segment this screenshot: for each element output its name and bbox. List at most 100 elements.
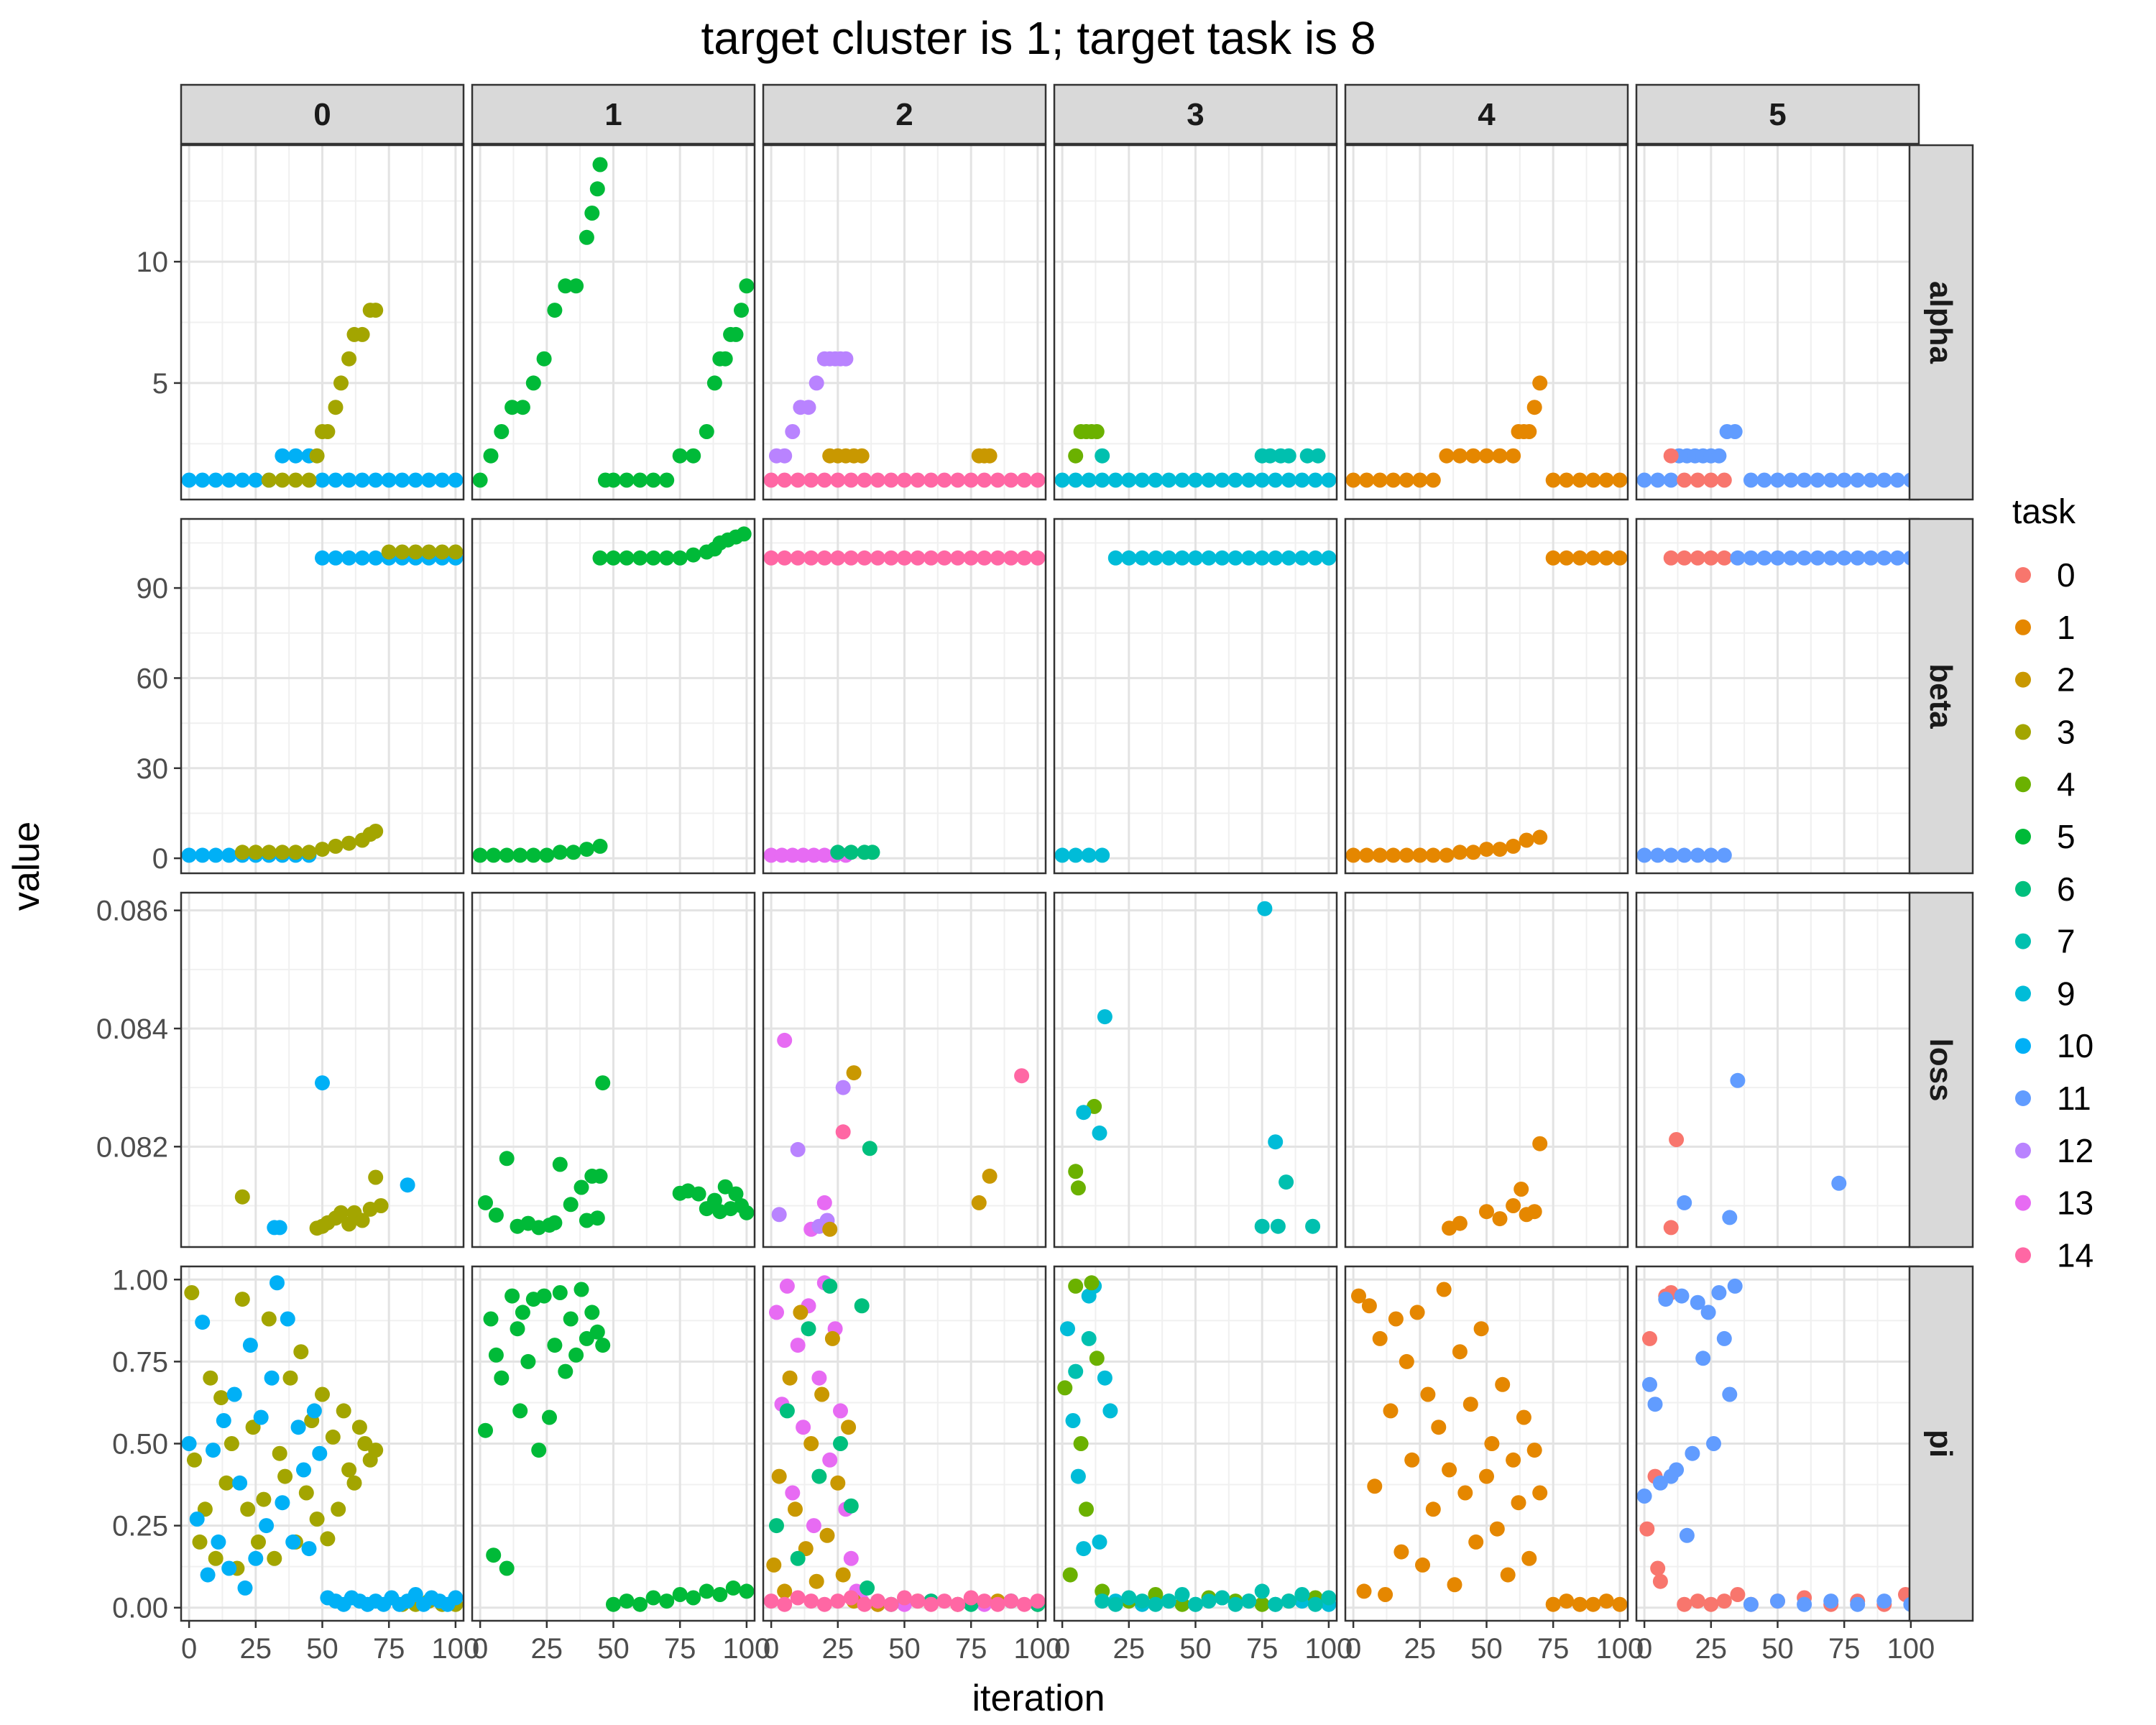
point-task-7-3-pi bbox=[1268, 1596, 1284, 1612]
point-task-7-3-pi bbox=[1241, 1593, 1257, 1609]
point-task-6-2-pi bbox=[769, 1518, 784, 1534]
point-task-6-2-beta bbox=[830, 845, 846, 860]
point-task-7-3-alpha bbox=[1281, 448, 1296, 464]
point-task-1-4-alpha bbox=[1386, 472, 1401, 488]
panel-2-beta bbox=[763, 519, 1046, 873]
point-task-10-0-alpha bbox=[287, 448, 303, 464]
panel-5-pi bbox=[1636, 1266, 1919, 1621]
point-task-14-2-pi bbox=[910, 1593, 926, 1609]
point-task-6-2-pi bbox=[779, 1403, 795, 1419]
point-task-1-4-pi bbox=[1425, 1501, 1441, 1517]
point-task-11-5-beta bbox=[1650, 847, 1666, 863]
point-task-11-5-beta bbox=[1823, 550, 1839, 566]
point-task-11-5-beta bbox=[1876, 550, 1892, 566]
point-task-9-3-pi bbox=[1065, 1413, 1081, 1428]
point-task-9-3-loss bbox=[1257, 901, 1273, 916]
y-tick-label: 60 bbox=[137, 663, 169, 694]
y-tick-label: 0.75 bbox=[112, 1346, 168, 1378]
point-task-11-5-pi bbox=[1674, 1288, 1690, 1304]
point-task-1-4-loss bbox=[1532, 1136, 1548, 1151]
point-task-3-0-pi bbox=[341, 1462, 357, 1478]
point-task-9-3-beta bbox=[1254, 550, 1270, 566]
point-task-7-3-pi bbox=[1161, 1593, 1176, 1609]
x-tick-label: 25 bbox=[1404, 1633, 1437, 1665]
point-task-14-2-loss bbox=[835, 1124, 851, 1140]
strip-row-loss bbox=[1908, 891, 1974, 1248]
point-task-0-5-pi bbox=[1703, 1596, 1719, 1612]
point-task-9-3-pi bbox=[1092, 1534, 1107, 1550]
point-task-10-0-pi bbox=[270, 1275, 285, 1291]
point-task-5-1-beta bbox=[632, 550, 648, 566]
point-task-14-2-alpha bbox=[816, 472, 832, 488]
point-task-2-2-pi bbox=[766, 1557, 782, 1573]
x-axis-title: iteration bbox=[972, 1678, 1105, 1719]
point-task-0-5-pi bbox=[1652, 1573, 1668, 1589]
point-task-10-0-alpha bbox=[434, 472, 450, 488]
panel-1-beta bbox=[472, 519, 755, 873]
point-task-5-1-alpha bbox=[728, 326, 744, 342]
point-task-11-5-loss bbox=[1722, 1210, 1738, 1225]
point-task-10-0-alpha bbox=[354, 472, 370, 488]
legend-key-0 bbox=[2015, 567, 2031, 583]
panel-4-loss bbox=[1345, 893, 1628, 1247]
point-task-1-4-pi bbox=[1612, 1596, 1628, 1612]
point-task-10-0-pi bbox=[248, 1550, 264, 1566]
point-task-10-0-pi bbox=[195, 1315, 211, 1330]
point-task-5-1-loss bbox=[728, 1186, 744, 1202]
point-task-0-5-beta bbox=[1677, 550, 1692, 566]
strip-row-alpha bbox=[1908, 144, 1974, 501]
point-task-11-5-pi bbox=[1823, 1593, 1839, 1609]
point-task-14-2-alpha bbox=[870, 472, 885, 488]
point-task-9-3-beta bbox=[1068, 847, 1084, 863]
point-task-5-1-pi bbox=[573, 1282, 589, 1297]
point-task-2-2-loss bbox=[822, 1221, 838, 1237]
point-task-3-0-alpha bbox=[368, 303, 384, 318]
point-task-7-3-pi bbox=[1254, 1583, 1270, 1599]
point-task-14-2-alpha bbox=[1016, 472, 1032, 488]
point-task-9-3-alpha bbox=[1321, 472, 1337, 488]
point-task-4-3-pi bbox=[1062, 1567, 1078, 1583]
x-tick-label: 0 bbox=[181, 1633, 197, 1665]
point-task-5-1-loss bbox=[595, 1075, 611, 1091]
point-task-5-1-alpha bbox=[592, 157, 608, 172]
point-task-14-2-beta bbox=[870, 550, 885, 566]
legend-key-11 bbox=[2015, 1090, 2031, 1106]
point-task-10-0-pi bbox=[216, 1413, 231, 1428]
point-task-13-2-loss bbox=[777, 1032, 793, 1048]
point-task-14-2-beta bbox=[936, 550, 952, 566]
point-task-1-4-pi bbox=[1388, 1311, 1404, 1327]
point-task-1-4-beta bbox=[1492, 842, 1508, 857]
point-task-10-0-pi bbox=[312, 1445, 328, 1461]
point-task-5-1-pi bbox=[547, 1338, 563, 1353]
point-task-7-3-pi bbox=[1174, 1587, 1190, 1602]
point-task-1-4-pi bbox=[1495, 1376, 1511, 1392]
point-task-14-2-alpha bbox=[1003, 472, 1019, 488]
point-task-5-1-beta bbox=[579, 842, 594, 857]
point-task-3-0-pi bbox=[261, 1311, 277, 1327]
point-task-3-0-alpha bbox=[333, 375, 349, 391]
point-task-2-2-loss bbox=[971, 1195, 987, 1210]
point-task-5-1-beta bbox=[539, 847, 555, 863]
point-task-9-3-beta bbox=[1121, 550, 1137, 566]
point-task-5-1-pi bbox=[520, 1353, 536, 1369]
point-task-11-5-beta bbox=[1783, 550, 1799, 566]
y-tick-label: 10 bbox=[137, 247, 169, 278]
point-task-1-4-alpha bbox=[1545, 472, 1561, 488]
point-task-14-2-alpha bbox=[777, 472, 793, 488]
point-task-5-1-pi bbox=[478, 1422, 493, 1438]
point-task-5-1-alpha bbox=[536, 351, 552, 367]
point-task-13-2-beta bbox=[806, 847, 821, 863]
legend-key-13 bbox=[2015, 1195, 2031, 1211]
point-task-5-1-pi bbox=[563, 1311, 579, 1327]
point-task-14-2-alpha bbox=[843, 472, 859, 488]
point-task-5-1-pi bbox=[542, 1409, 557, 1425]
point-task-9-3-alpha bbox=[1188, 472, 1203, 488]
point-task-9-3-alpha bbox=[1107, 472, 1123, 488]
point-task-12-2-alpha bbox=[785, 424, 801, 439]
panel-border bbox=[471, 891, 756, 1248]
point-task-3-0-pi bbox=[368, 1443, 384, 1458]
point-task-1-4-loss bbox=[1526, 1204, 1542, 1220]
point-task-14-2-pi bbox=[843, 1590, 859, 1606]
legend-label-12: 12 bbox=[2057, 1132, 2093, 1169]
point-task-9-3-beta bbox=[1307, 550, 1323, 566]
